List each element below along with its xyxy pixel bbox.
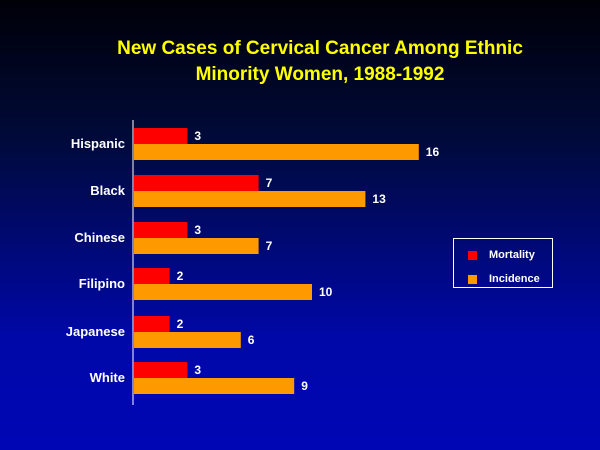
legend-swatch-mortality xyxy=(468,250,477,260)
value-label-incidence-white: 9 xyxy=(301,379,308,393)
category-label-white: White xyxy=(90,370,125,385)
chart-title: New Cases of Cervical Cancer Among Ethni… xyxy=(0,36,600,88)
value-label-incidence-hispanic: 16 xyxy=(426,145,440,159)
value-label-incidence-filipino: 10 xyxy=(319,285,333,299)
bar-mortality-black xyxy=(134,175,259,191)
bar-mortality-white xyxy=(134,362,188,378)
legend: Mortality Incidence xyxy=(453,238,553,288)
value-label-incidence-japanese: 6 xyxy=(248,333,255,347)
value-label-mortality-hispanic: 3 xyxy=(194,129,201,143)
bar-incidence-japanese xyxy=(134,332,241,348)
legend-label-mortality: Mortality xyxy=(489,249,535,261)
legend-item-incidence: Incidence xyxy=(468,272,540,286)
category-label-filipino: Filipino xyxy=(79,276,125,291)
category-label-japanese: Japanese xyxy=(66,324,125,339)
value-label-incidence-chinese: 7 xyxy=(266,239,273,253)
value-label-incidence-black: 13 xyxy=(372,192,386,206)
legend-label-incidence: Incidence xyxy=(489,273,540,285)
legend-swatch-incidence xyxy=(468,274,477,284)
bar-mortality-hispanic xyxy=(134,128,188,144)
bar-mortality-japanese xyxy=(134,316,170,332)
bar-mortality-chinese xyxy=(134,222,188,238)
bar-incidence-black xyxy=(134,191,366,207)
bar-mortality-filipino xyxy=(134,268,170,284)
value-label-mortality-japanese: 2 xyxy=(177,317,184,331)
value-label-mortality-white: 3 xyxy=(194,363,201,377)
category-label-black: Black xyxy=(90,183,125,198)
chart-title-line-2: Minority Women, 1988-1992 xyxy=(195,64,445,85)
category-label-chinese: Chinese xyxy=(74,230,125,245)
value-label-mortality-chinese: 3 xyxy=(194,223,201,237)
chart-title-line-1: New Cases of Cervical Cancer Among Ethni… xyxy=(117,38,523,59)
bar-incidence-filipino xyxy=(134,284,312,300)
bar-incidence-white xyxy=(134,378,295,394)
value-label-mortality-filipino: 2 xyxy=(177,269,184,283)
category-label-hispanic: Hispanic xyxy=(71,136,125,151)
plot-area: Hispanic 3 16 Black 7 13 Chinese 3 7 Filipino 2 10 J… xyxy=(66,120,440,405)
value-label-mortality-black: 7 xyxy=(266,176,273,190)
bar-incidence-hispanic xyxy=(134,144,419,160)
legend-item-mortality: Mortality xyxy=(468,248,535,262)
bar-incidence-chinese xyxy=(134,238,259,254)
